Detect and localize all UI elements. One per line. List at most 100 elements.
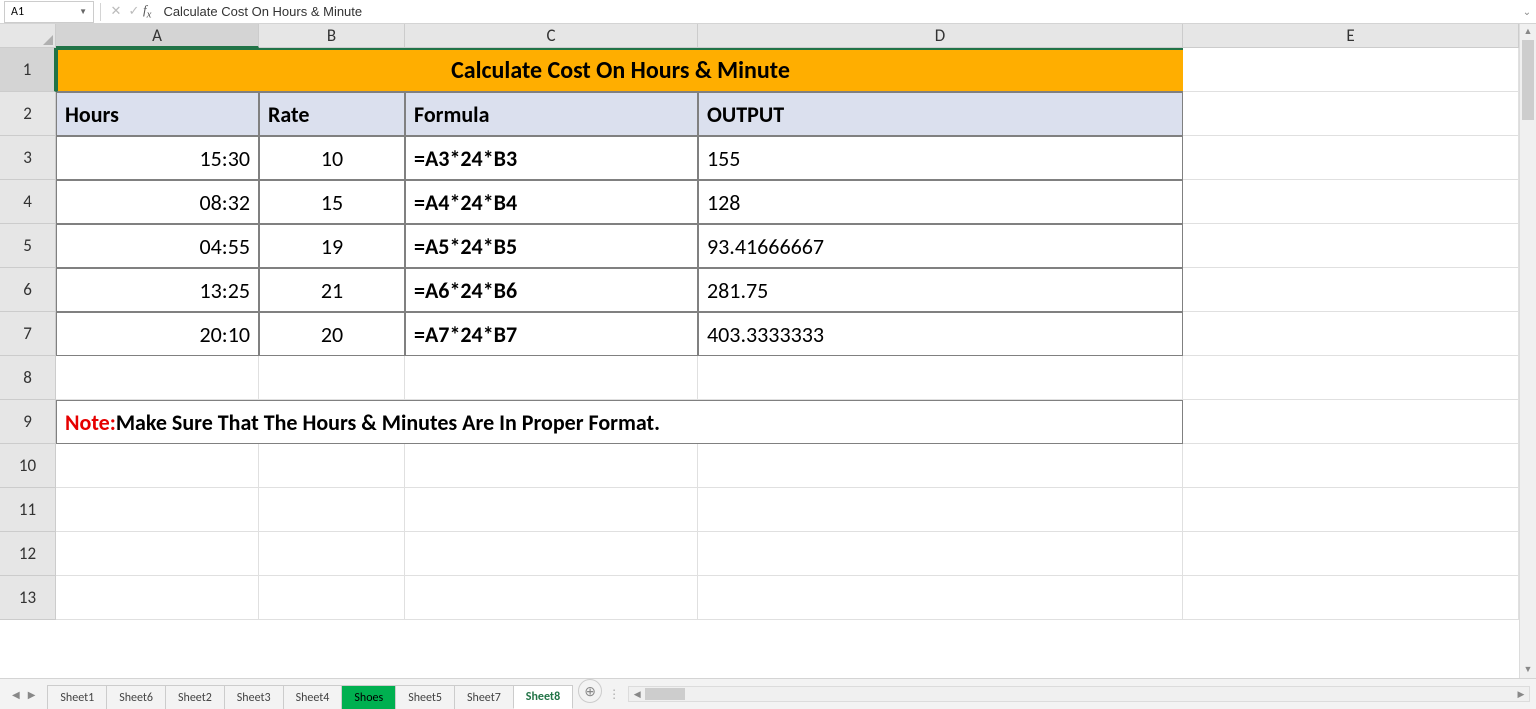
- cell[interactable]: [1183, 400, 1519, 444]
- row-header[interactable]: 8: [0, 356, 56, 400]
- cell[interactable]: [56, 356, 259, 400]
- vertical-scrollbar[interactable]: ▲ ▼: [1519, 24, 1536, 678]
- cell-hours[interactable]: 15:30: [56, 136, 259, 180]
- cell-formula[interactable]: =A4*24*B4: [405, 180, 698, 224]
- cell-output[interactable]: 155: [698, 136, 1183, 180]
- cell-rate[interactable]: 20: [259, 312, 405, 356]
- cell[interactable]: [1183, 136, 1519, 180]
- sheet-tab-sheet2[interactable]: Sheet2: [165, 685, 225, 709]
- cell-hours[interactable]: 13:25: [56, 268, 259, 312]
- scroll-thumb[interactable]: [1522, 40, 1534, 120]
- sheet-tab-sheet6[interactable]: Sheet6: [106, 685, 166, 709]
- cell-rate[interactable]: 21: [259, 268, 405, 312]
- cell[interactable]: [259, 576, 405, 620]
- scroll-right-icon[interactable]: ▶: [1513, 689, 1529, 700]
- scroll-thumb[interactable]: [645, 688, 685, 700]
- cell-note[interactable]: Note: Make Sure That The Hours & Minutes…: [56, 400, 1183, 444]
- cell-hours[interactable]: 08:32: [56, 180, 259, 224]
- cell[interactable]: [259, 532, 405, 576]
- cell[interactable]: [259, 356, 405, 400]
- cell[interactable]: [259, 488, 405, 532]
- cell[interactable]: [405, 488, 698, 532]
- sheet-tab-sheet3[interactable]: Sheet3: [224, 685, 284, 709]
- cell[interactable]: [1183, 488, 1519, 532]
- cell-output[interactable]: 403.3333333: [698, 312, 1183, 356]
- row-header[interactable]: 7: [0, 312, 56, 356]
- cell[interactable]: [405, 356, 698, 400]
- row-header[interactable]: 4: [0, 180, 56, 224]
- row-header[interactable]: 13: [0, 576, 56, 620]
- cell[interactable]: [1183, 268, 1519, 312]
- row-header[interactable]: 9: [0, 400, 56, 444]
- cell[interactable]: [405, 576, 698, 620]
- cell-rate[interactable]: 10: [259, 136, 405, 180]
- cell[interactable]: [56, 488, 259, 532]
- cell-hours[interactable]: 20:10: [56, 312, 259, 356]
- col-header-a[interactable]: A: [56, 24, 259, 48]
- row-header[interactable]: 1: [0, 48, 56, 92]
- sheet-tab-sheet7[interactable]: Sheet7: [454, 685, 514, 709]
- cell[interactable]: [56, 576, 259, 620]
- cell[interactable]: [698, 576, 1183, 620]
- cell-formula[interactable]: =A5*24*B5: [405, 224, 698, 268]
- sheet-tab-sheet5[interactable]: Sheet5: [395, 685, 455, 709]
- cell[interactable]: [56, 532, 259, 576]
- cell[interactable]: [1183, 444, 1519, 488]
- drag-handle-icon[interactable]: ⋮: [608, 687, 620, 702]
- row-header[interactable]: 5: [0, 224, 56, 268]
- scroll-up-icon[interactable]: ▲: [1520, 24, 1536, 40]
- cell-hours[interactable]: 04:55: [56, 224, 259, 268]
- cell-header-rate[interactable]: Rate: [259, 92, 405, 136]
- sheet-tab-shoes[interactable]: Shoes: [341, 685, 396, 709]
- cell[interactable]: [1183, 180, 1519, 224]
- cell[interactable]: [1183, 532, 1519, 576]
- row-header[interactable]: 3: [0, 136, 56, 180]
- cell[interactable]: [1183, 224, 1519, 268]
- cell-output[interactable]: 281.75: [698, 268, 1183, 312]
- cell-header-output[interactable]: OUTPUT: [698, 92, 1183, 136]
- cell-title-merged[interactable]: Calculate Cost On Hours & Minute: [56, 48, 1183, 92]
- cell[interactable]: [1183, 356, 1519, 400]
- new-sheet-button[interactable]: ⊕: [578, 679, 602, 703]
- cell[interactable]: [1183, 312, 1519, 356]
- cell[interactable]: [56, 444, 259, 488]
- scroll-left-icon[interactable]: ◀: [629, 689, 645, 700]
- row-header[interactable]: 11: [0, 488, 56, 532]
- cell-header-formula[interactable]: Formula: [405, 92, 698, 136]
- cell-formula[interactable]: =A3*24*B3: [405, 136, 698, 180]
- row-header[interactable]: 2: [0, 92, 56, 136]
- row-header[interactable]: 6: [0, 268, 56, 312]
- sheet-tab-sheet4[interactable]: Sheet4: [283, 685, 343, 709]
- name-box[interactable]: A1 ▼: [4, 1, 94, 23]
- cell[interactable]: [259, 444, 405, 488]
- horizontal-scrollbar[interactable]: ◀ ▶: [628, 686, 1530, 702]
- cell-formula[interactable]: =A6*24*B6: [405, 268, 698, 312]
- scroll-down-icon[interactable]: ▼: [1520, 662, 1536, 678]
- sheet-tab-sheet1[interactable]: Sheet1: [47, 685, 107, 709]
- cell[interactable]: [698, 444, 1183, 488]
- col-header-c[interactable]: C: [405, 24, 698, 48]
- cell[interactable]: [698, 356, 1183, 400]
- col-header-e[interactable]: E: [1183, 24, 1519, 48]
- cell[interactable]: [1183, 576, 1519, 620]
- cell[interactable]: [1183, 48, 1519, 92]
- cell[interactable]: [405, 532, 698, 576]
- cell[interactable]: [405, 444, 698, 488]
- col-header-d[interactable]: D: [698, 24, 1183, 48]
- formula-input[interactable]: [159, 0, 1518, 23]
- cell-rate[interactable]: 15: [259, 180, 405, 224]
- row-header[interactable]: 10: [0, 444, 56, 488]
- cell-formula[interactable]: =A7*24*B7: [405, 312, 698, 356]
- tab-nav-next-icon[interactable]: ▶: [28, 688, 36, 701]
- row-header[interactable]: 12: [0, 532, 56, 576]
- fx-icon[interactable]: fx: [143, 2, 151, 21]
- chevron-down-icon[interactable]: ▼: [79, 7, 87, 17]
- tab-nav-prev-icon[interactable]: ◀: [12, 688, 20, 701]
- sheet-tab-sheet8[interactable]: Sheet8: [513, 685, 573, 709]
- cell-output[interactable]: 128: [698, 180, 1183, 224]
- select-all-corner[interactable]: [0, 24, 56, 48]
- chevron-down-icon[interactable]: ⌄: [1518, 5, 1536, 18]
- cell[interactable]: [1183, 92, 1519, 136]
- cell[interactable]: [698, 532, 1183, 576]
- cell-header-hours[interactable]: Hours: [56, 92, 259, 136]
